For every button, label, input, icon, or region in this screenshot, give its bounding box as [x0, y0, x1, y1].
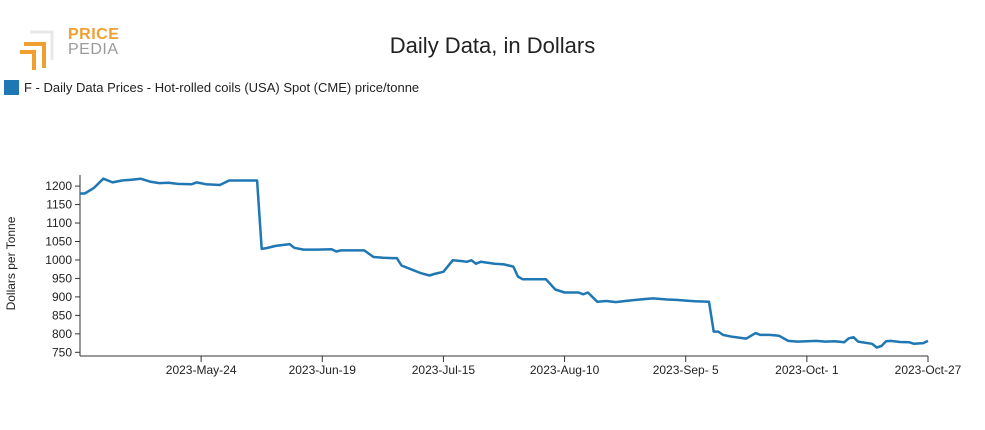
x-tick-label: 2023-Jul-15	[412, 363, 476, 377]
y-tick-label: 950	[52, 271, 72, 285]
y-axis-title: Dollars per Tonne	[4, 216, 18, 310]
chart-title: Daily Data, in Dollars	[389, 33, 596, 58]
y-tick-label: 800	[52, 327, 72, 341]
x-tick-label: 2023-Oct-27	[895, 363, 962, 377]
legend: F - Daily Data Prices - Hot-rolled coils…	[4, 80, 419, 95]
y-tick-label: 750	[52, 345, 72, 359]
legend-swatch	[4, 80, 19, 95]
y-tick-label: 1050	[45, 234, 72, 248]
pricepedia-logo: PRICE PEDIA	[18, 24, 128, 74]
y-tick-label: 1200	[45, 179, 72, 193]
y-tick-label: 1000	[45, 253, 72, 267]
series-line	[80, 177, 929, 349]
logo-text-pedia: PEDIA	[68, 41, 119, 58]
x-tick-label: 2023-Sep- 5	[653, 363, 719, 377]
x-tick-label: 2023-Jun-19	[289, 363, 357, 377]
x-tick-label: 2023-Aug-10	[530, 363, 600, 377]
y-tick-label: 900	[52, 290, 72, 304]
logo-text-price: PRICE	[68, 26, 120, 43]
x-tick-label: 2023-May-24	[166, 363, 237, 377]
logo-mark-icon	[20, 30, 54, 70]
y-tick-label: 850	[52, 308, 72, 322]
y-tick-label: 1150	[46, 198, 72, 212]
x-tick-label: 2023-Oct- 1	[775, 363, 839, 377]
y-tick-label: 1100	[46, 216, 72, 230]
legend-label: F - Daily Data Prices - Hot-rolled coils…	[24, 80, 420, 95]
